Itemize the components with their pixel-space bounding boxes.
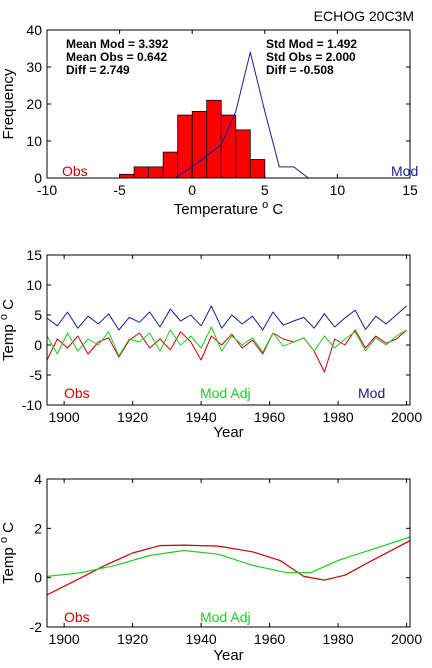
histogram-y-tick-label: 0	[34, 170, 42, 186]
histogram-bar	[235, 129, 251, 179]
histogram-y-tick-label: 40	[26, 22, 42, 38]
histogram-x-tick-label: -5	[113, 182, 126, 198]
timeseries-y-tick-label: 5	[34, 307, 42, 323]
stat-right-line: Diff = -0.508	[266, 63, 334, 77]
smoothed-panel: 1900 1920 1940 1960 1980 2000 -2 0 2 4 Year Temp o …	[0, 471, 422, 664]
timeseries-x-tick-label: 1960	[254, 409, 285, 425]
timeseries-x-tick-label: 2000	[391, 409, 422, 425]
histogram-panel: -10 -5 0 5 10 15 0 10 20 30 40 Temperature o C Frequ…	[0, 22, 418, 218]
smoothed-y-axis-label: Temp o C	[0, 522, 17, 584]
histogram-bar	[220, 114, 237, 179]
histogram-x-tick-label: -10	[37, 182, 57, 198]
legend-obs-label: Obs	[64, 385, 90, 401]
histogram-bar	[249, 159, 266, 179]
series-line-mod	[46, 305, 407, 331]
timeseries-y-tick-label: 10	[26, 277, 42, 293]
smoothed-x-tick-label: 1940	[186, 631, 217, 647]
smoothed-y-tick-label: 4	[34, 471, 42, 487]
histogram-x-tick-label: 5	[261, 182, 269, 198]
histogram-y-tick-label: 30	[26, 59, 42, 75]
histogram-bar	[162, 151, 179, 179]
smoothed-x-tick-label: 1980	[323, 631, 354, 647]
legend-mod-adj-label: Mod Adj	[200, 609, 251, 625]
smoothed-line-obs	[46, 540, 411, 596]
smoothed-y-tick-label: 2	[34, 520, 42, 536]
stat-left-line: Mean Mod = 3.392	[66, 37, 169, 51]
series-line-obs	[46, 329, 407, 373]
timeseries-plot-frame	[46, 254, 411, 406]
histogram-bar	[148, 166, 164, 179]
legend-mod-adj-label: Mod Adj	[200, 385, 251, 401]
smoothed-x-tick-label: 1900	[49, 631, 80, 647]
timeseries-y-axis-label: Temp o C	[0, 299, 17, 361]
legend-mod-label: Mod	[391, 163, 418, 179]
smoothed-x-tick-label: 1920	[117, 631, 148, 647]
smoothed-plot-frame	[46, 478, 411, 628]
legend-obs-label: Obs	[62, 163, 88, 179]
smoothed-x-axis-label: Year	[213, 647, 243, 664]
timeseries-x-axis-label: Year	[213, 424, 243, 441]
smoothed-y-tick-label: 0	[34, 570, 42, 586]
timeseries-y-tick-label: 0	[34, 337, 42, 353]
timeseries-panel: 1900 1920 1940 1960 1980 2000 -10 -5 0 5 10 15 Year T…	[0, 247, 422, 441]
histogram-x-tick-label: 10	[330, 182, 346, 198]
stat-right-line: Std Obs = 2.000	[266, 50, 356, 64]
timeseries-x-tick-label: 1900	[49, 409, 80, 425]
timeseries-x-tick-label: 1920	[117, 409, 148, 425]
legend-obs-label: Obs	[64, 609, 90, 625]
timeseries-x-tick-label: 1940	[186, 409, 217, 425]
stat-left-line: Mean Obs = 0.642	[66, 50, 167, 64]
histogram-x-tick-label: 15	[402, 182, 418, 198]
legend-mod-label: Mod	[358, 385, 385, 401]
histogram-y-tick-label: 10	[26, 133, 42, 149]
smoothed-x-tick-label: 2000	[391, 631, 422, 647]
histogram-bar	[206, 99, 222, 179]
smoothed-line-mod-adj	[46, 536, 411, 577]
histogram-bar	[133, 166, 150, 179]
smoothed-y-tick-label: -2	[30, 619, 43, 635]
stat-left-line: Diff = 2.749	[66, 63, 130, 77]
series-line-mod-adj	[46, 326, 407, 357]
timeseries-y-tick-label: -10	[22, 397, 42, 413]
smoothed-x-tick-label: 1960	[254, 631, 285, 647]
histogram-x-tick-label: 0	[188, 182, 196, 198]
histogram-y-tick-label: 20	[26, 96, 42, 112]
timeseries-y-tick-label: 15	[26, 247, 42, 263]
histogram-bar	[191, 111, 208, 179]
figure-title: ECHOG 20C3M	[314, 8, 414, 24]
histogram-bar	[119, 173, 135, 179]
mod-distribution-line	[174, 51, 309, 179]
timeseries-x-tick-label: 1980	[323, 409, 354, 425]
timeseries-y-tick-label: -5	[30, 367, 43, 383]
histogram-x-axis-label: Temperature o C	[174, 199, 284, 218]
histogram-y-axis-label: Frequency	[0, 68, 17, 139]
stat-right-line: Std Mod = 1.492	[266, 37, 357, 51]
